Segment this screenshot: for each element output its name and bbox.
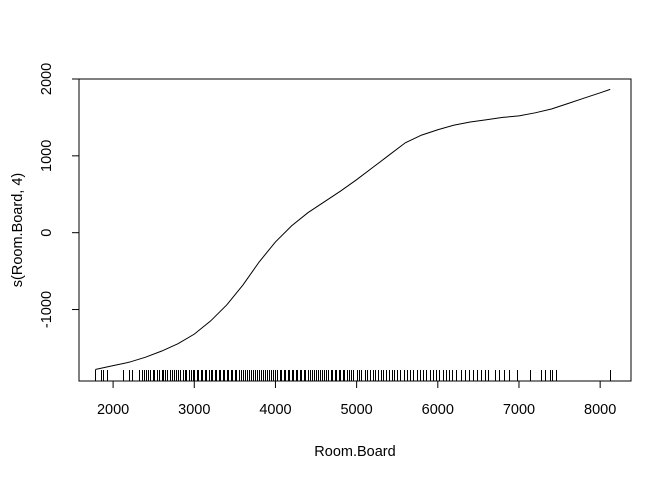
x-tick-label: 7000 xyxy=(503,402,535,418)
x-axis: 2000 3000 4000 5000 6000 7000 8000 xyxy=(97,380,616,418)
x-tick-label: 5000 xyxy=(340,402,372,418)
x-tick-label: 6000 xyxy=(422,402,454,418)
y-tick-label: 2000 xyxy=(39,63,55,95)
x-axis-label: Room.Board xyxy=(314,444,395,460)
plot-frame xyxy=(78,78,632,382)
rug-marks xyxy=(95,370,611,381)
x-tick-label: 2000 xyxy=(97,402,129,418)
y-axis: -1000 0 1000 2000 xyxy=(39,63,80,328)
y-axis-label: s(Room.Board, 4) xyxy=(10,173,26,287)
y-tick-label: 0 xyxy=(39,229,55,237)
x-tick-label: 8000 xyxy=(584,402,616,418)
smooth-curve-line xyxy=(95,88,611,370)
y-tick-label: 1000 xyxy=(39,140,55,172)
x-tick-label: 4000 xyxy=(259,402,291,418)
x-tick-label: 3000 xyxy=(178,402,210,418)
y-tick-label: -1000 xyxy=(39,291,55,328)
